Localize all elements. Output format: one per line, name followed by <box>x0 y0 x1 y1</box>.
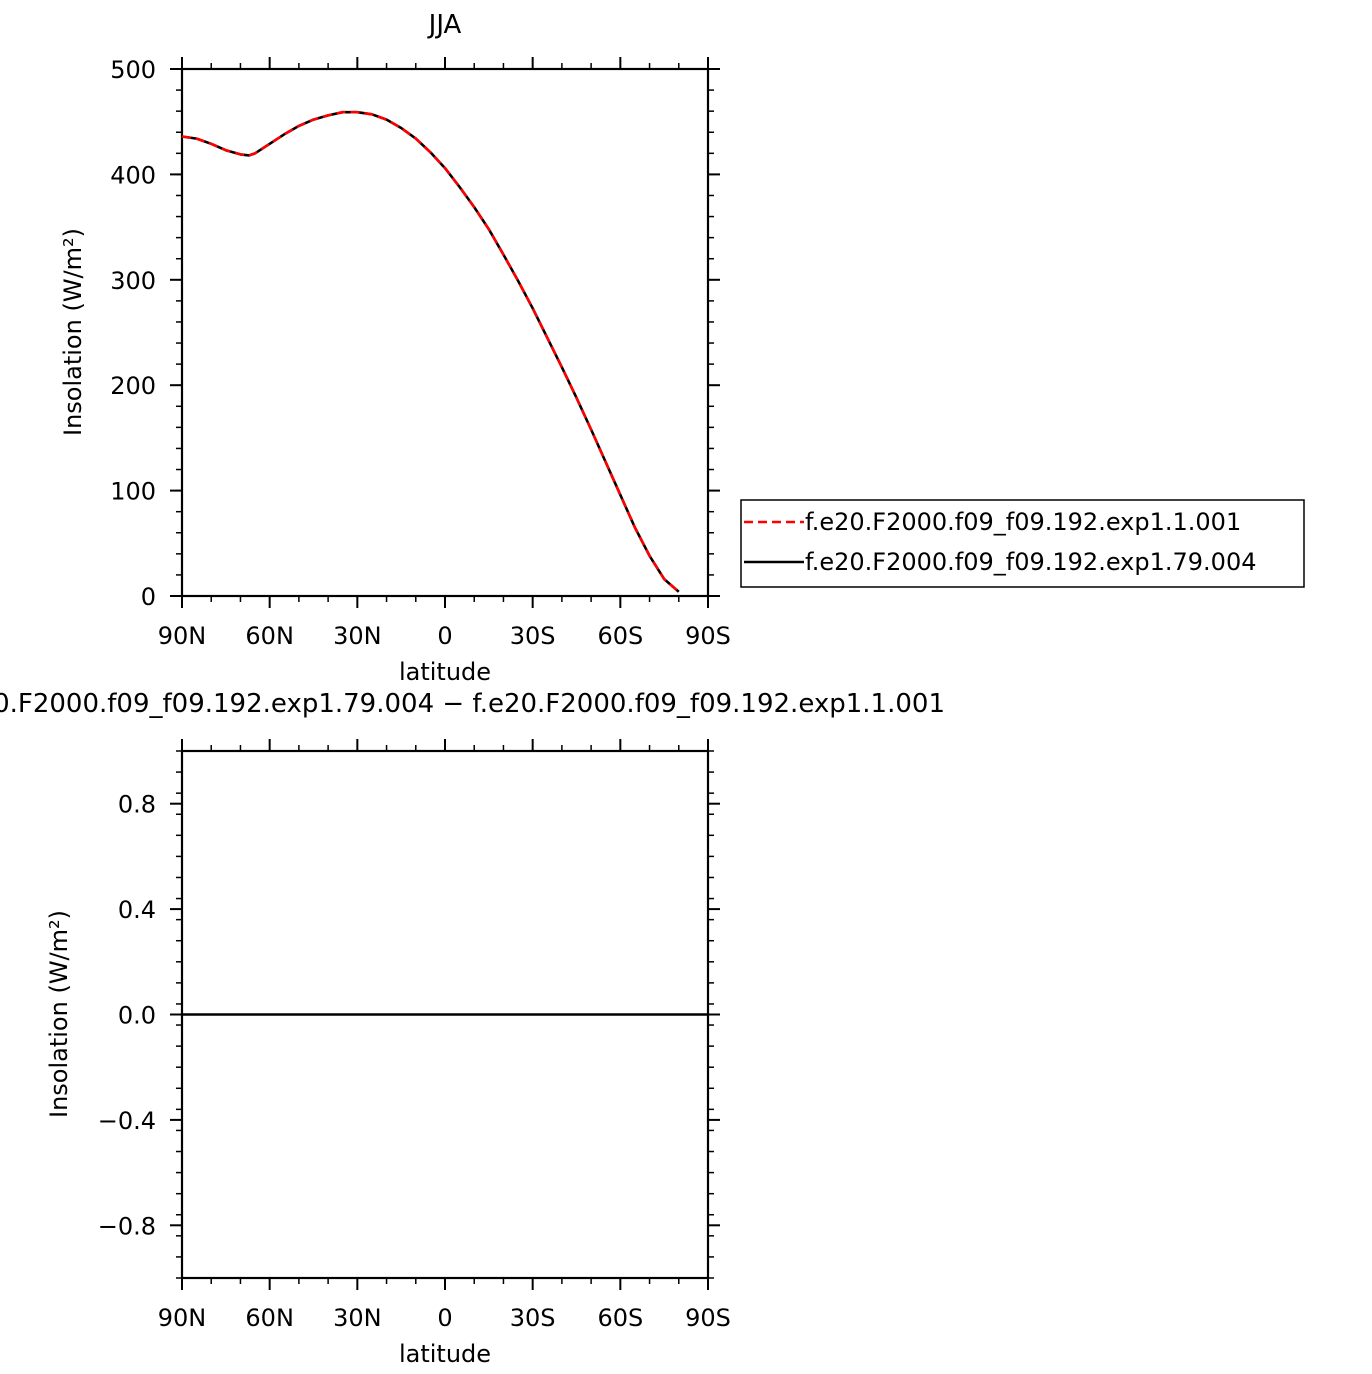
y-tick-label: 0.8 <box>118 791 156 819</box>
x-tick-label: 60S <box>597 622 643 650</box>
y-axis-title: Insolation (W/m²) <box>59 228 87 436</box>
x-tick-label: 90S <box>685 1304 731 1332</box>
y-tick-label: 0.0 <box>118 1002 156 1030</box>
y-tick-label: 0 <box>141 583 156 611</box>
x-tick-label: 30S <box>510 1304 556 1332</box>
x-tick-label: 60N <box>245 1304 294 1332</box>
x-tick-label: 30N <box>333 1304 382 1332</box>
y-tick-label: 500 <box>110 56 156 84</box>
series-line-0 <box>181 110 680 593</box>
y-tick-label: 200 <box>110 372 156 400</box>
y-tick-label: 100 <box>110 478 156 506</box>
x-tick-label: 0 <box>437 622 452 650</box>
y-tick-label: −0.8 <box>98 1212 156 1240</box>
legend-box <box>740 499 1305 588</box>
y-axis-title: Insolation (W/m²) <box>45 910 73 1118</box>
series-line-1 <box>181 110 680 593</box>
top-panel: JJA 90N 60N 30N 0 30S 60S 90S 0 100 200 300 400 500 la… <box>59 10 731 686</box>
x-tick-label: 90S <box>685 622 731 650</box>
y-tick-label: 0.4 <box>118 896 156 924</box>
y-tick-label: −0.4 <box>98 1107 156 1135</box>
x-axis-title: latitude <box>399 1340 491 1368</box>
legend: f.e20.F2000.f09_f09.192.exp1.1.001 f.e20.… <box>740 499 1305 588</box>
chart-title: f.e20.F2000.f09_f09.192.exp1.79.004 − f.… <box>0 689 945 719</box>
x-tick-label: 30N <box>333 622 382 650</box>
x-tick-label: 90N <box>158 622 207 650</box>
bottom-panel: f.e20.F2000.f09_f09.192.exp1.79.004 − f.… <box>0 689 945 1368</box>
x-tick-label: 60N <box>245 622 294 650</box>
y-tick-label: 400 <box>110 161 156 189</box>
x-axis-title: latitude <box>399 658 491 686</box>
legend-label: f.e20.F2000.f09_f09.192.exp1.1.001 <box>805 508 1241 536</box>
x-tick-label: 60S <box>597 1304 643 1332</box>
chart-title: JJA <box>427 10 462 40</box>
y-tick-label: 300 <box>110 267 156 295</box>
x-tick-label: 30S <box>510 622 556 650</box>
x-tick-label: 0 <box>437 1304 452 1332</box>
legend-label: f.e20.F2000.f09_f09.192.exp1.79.004 <box>805 548 1256 576</box>
x-tick-label: 90N <box>158 1304 207 1332</box>
